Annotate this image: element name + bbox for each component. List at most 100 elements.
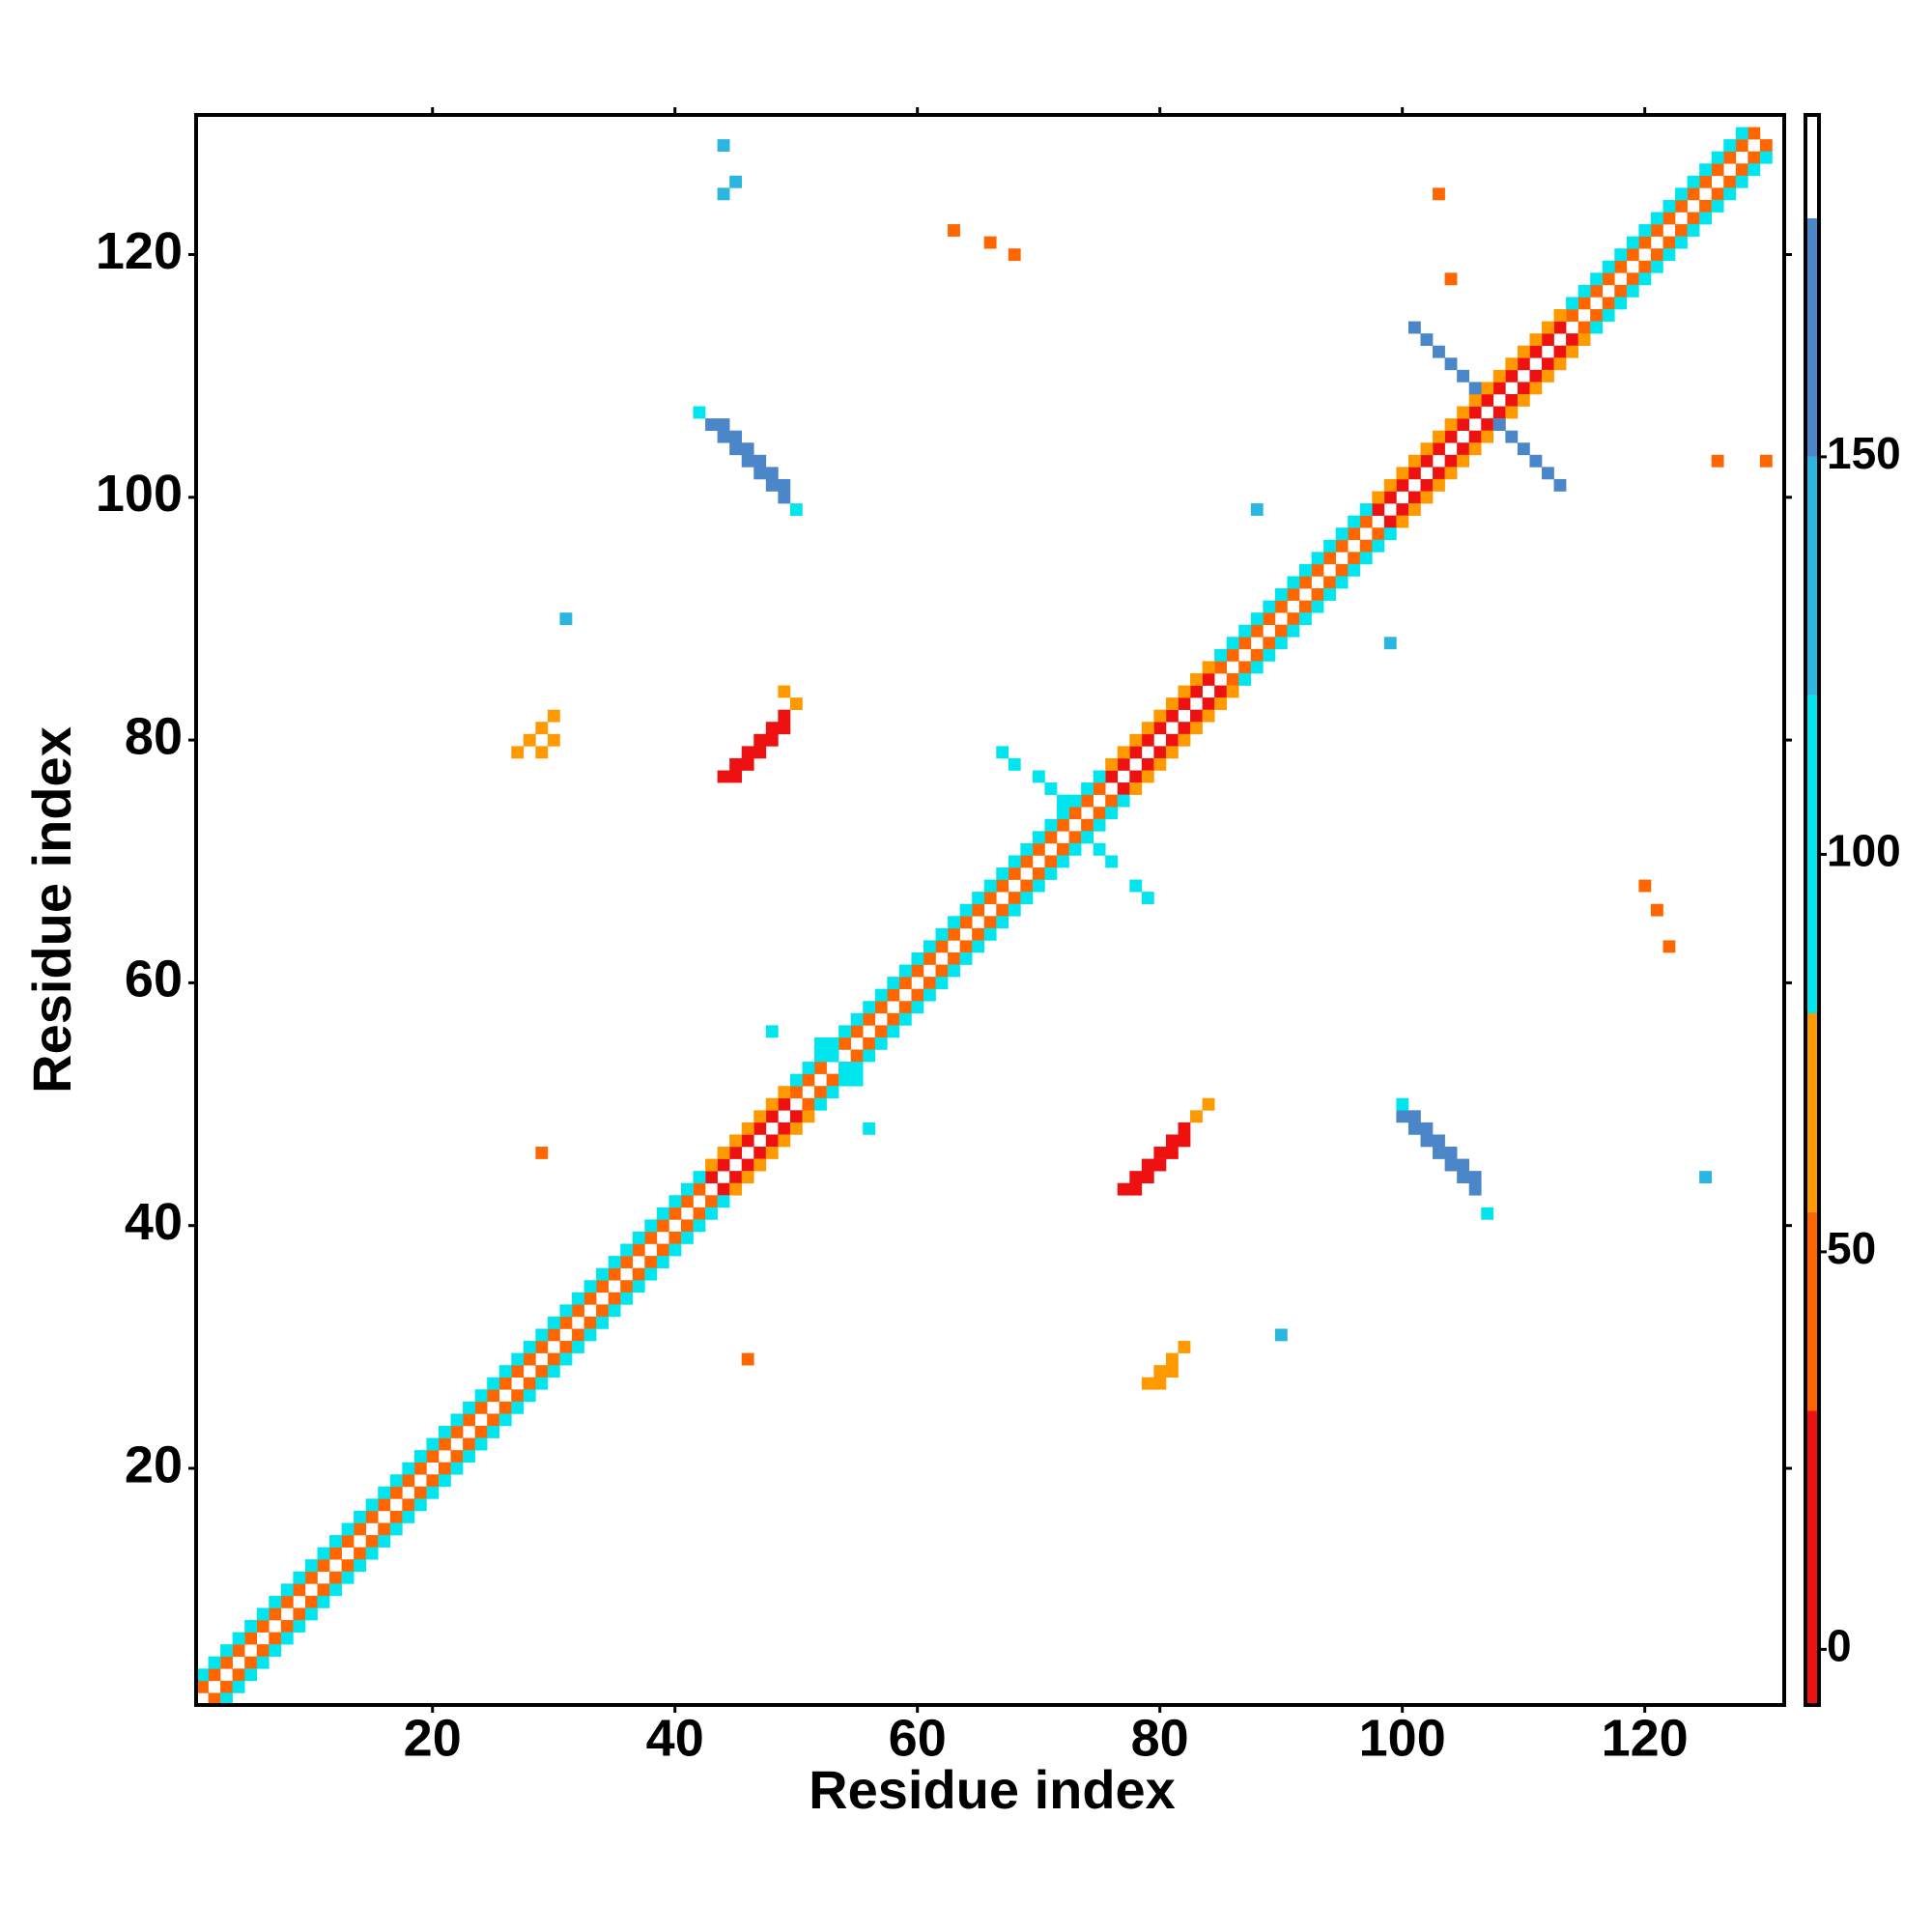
heatmap-cell — [1687, 224, 1700, 237]
heatmap-cell — [778, 722, 791, 735]
heatmap-cell — [1153, 1377, 1167, 1390]
heatmap-cell — [365, 1510, 379, 1523]
heatmap-cell — [341, 1522, 355, 1536]
heatmap-cell — [1020, 892, 1034, 905]
heatmap-cell — [1238, 661, 1252, 674]
heatmap-cell — [1141, 722, 1154, 735]
heatmap-cell — [244, 1656, 258, 1669]
heatmap-cell — [547, 1328, 560, 1342]
heatmap-cell — [1638, 879, 1652, 893]
heatmap-cell — [1117, 746, 1130, 759]
heatmap-cell — [1032, 842, 1045, 856]
heatmap-cell — [1190, 685, 1203, 698]
heatmap-cell — [765, 478, 779, 492]
heatmap-cell — [1117, 1182, 1130, 1196]
heatmap-cell — [1553, 321, 1567, 334]
heatmap-cell — [1165, 1147, 1179, 1159]
heatmap-cell — [1129, 770, 1143, 783]
heatmap-cell — [1153, 746, 1167, 759]
heatmap-cell — [1165, 1365, 1179, 1378]
heatmap-cell — [1420, 333, 1434, 347]
heatmap-cell — [765, 1134, 779, 1148]
heatmap-cell — [668, 1207, 682, 1220]
y-tick-label: 100 — [96, 465, 183, 523]
heatmap-cell — [269, 1632, 282, 1645]
heatmap-cell — [1008, 855, 1021, 868]
heatmap-cell — [1057, 807, 1069, 820]
heatmap-cell — [280, 1620, 294, 1633]
heatmap-cell — [304, 1607, 318, 1621]
heatmap-cell — [1165, 1352, 1179, 1366]
heatmap-cell — [741, 1171, 754, 1184]
heatmap-cell — [620, 1256, 634, 1268]
heatmap-cell — [596, 1304, 609, 1318]
heatmap-cell — [1032, 879, 1045, 893]
heatmap-cell — [1274, 637, 1288, 650]
heatmap-cell — [1468, 1182, 1482, 1196]
heatmap-cell — [1444, 1147, 1458, 1159]
heatmap-cell — [717, 1195, 730, 1208]
heatmap-cell — [1542, 357, 1554, 371]
heatmap-cell — [559, 1316, 573, 1329]
heatmap-cell — [559, 1352, 573, 1366]
heatmap-cell — [1662, 940, 1676, 953]
heatmap-cell — [1407, 467, 1421, 480]
heatmap-cell — [1735, 127, 1748, 140]
heatmap-cell — [1068, 794, 1082, 808]
heatmap-cell — [232, 1644, 245, 1658]
heatmap-cell — [693, 1171, 706, 1184]
heatmap-cell — [535, 1377, 549, 1390]
heatmap-cell — [656, 1207, 669, 1220]
heatmap-cell — [256, 1656, 270, 1669]
heatmap-cell — [463, 1437, 475, 1451]
heatmap-cell — [765, 1147, 779, 1159]
heatmap-cell — [1553, 357, 1567, 371]
heatmap-cell — [753, 1122, 767, 1135]
heatmap-cell — [1153, 1158, 1167, 1172]
heatmap-cell — [1433, 442, 1445, 456]
heatmap-cell — [1105, 794, 1119, 808]
heatmap-cell — [1250, 503, 1264, 516]
heatmap-cell — [1638, 272, 1652, 286]
heatmap-cell — [583, 1292, 597, 1305]
heatmap-cell — [863, 1049, 876, 1063]
heatmap-cell — [1105, 855, 1119, 868]
heatmap-cell — [1505, 430, 1519, 443]
heatmap-cell — [1529, 382, 1543, 395]
heatmap-cell — [996, 867, 1009, 880]
heatmap-cell — [632, 1231, 645, 1244]
heatmap-cell — [511, 1401, 525, 1414]
heatmap-cell — [1359, 552, 1373, 565]
heatmap-cell — [329, 1535, 342, 1548]
colorbar-segment — [1805, 695, 1819, 1013]
heatmap-cell — [717, 430, 730, 443]
heatmap-cell — [244, 1668, 258, 1682]
heatmap-cell — [1566, 345, 1578, 358]
heatmap-cell — [1057, 842, 1069, 856]
heatmap-cell — [1542, 333, 1554, 347]
heatmap-cell — [959, 903, 973, 917]
heatmap-cell — [826, 1037, 839, 1050]
heatmap-cell — [1457, 1158, 1470, 1172]
heatmap-cell — [789, 1122, 803, 1135]
heatmap-cell — [413, 1498, 427, 1512]
heatmap-cell — [1263, 600, 1276, 613]
heatmap-cell — [1396, 1110, 1409, 1123]
heatmap-cell — [753, 1110, 767, 1123]
heatmap-cell — [354, 1559, 366, 1573]
heatmap-cell — [1044, 867, 1058, 880]
heatmap-cell — [898, 1001, 912, 1014]
heatmap-cell — [729, 430, 743, 443]
heatmap-cell — [1178, 1341, 1191, 1353]
heatmap-cell — [450, 1450, 464, 1463]
heatmap-cell — [1129, 746, 1143, 759]
heatmap-cell — [1323, 576, 1336, 589]
heatmap-cell — [402, 1510, 415, 1523]
heatmap-cell — [523, 733, 536, 747]
heatmap-cell — [1359, 503, 1373, 516]
heatmap-cell — [1383, 491, 1397, 504]
heatmap-cell — [983, 236, 997, 249]
y-tick-label: 20 — [125, 1435, 183, 1493]
heatmap-cell — [814, 1062, 827, 1074]
